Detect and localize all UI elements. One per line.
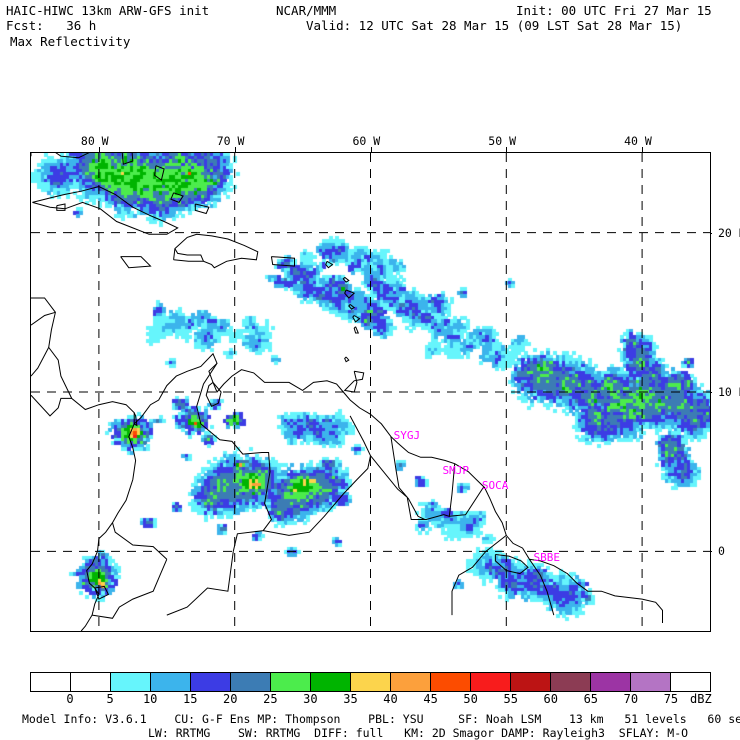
colorbar-tick-label: 20 — [223, 692, 238, 706]
forecast-hour: Fcst: 36 h — [6, 18, 97, 33]
station-labels: SYGJ SMJP SOCA SBBE — [31, 153, 710, 631]
colorbar-cell-7 — [311, 673, 351, 691]
coastline-overlay — [31, 153, 663, 631]
colorbar-cell-4 — [191, 673, 231, 691]
colorbar-tick-label: 15 — [183, 692, 198, 706]
lat-tick-label: 20 N — [718, 225, 740, 240]
station-label-soca: SOCA — [481, 479, 509, 493]
station-label-sbbe: SBBE — [533, 550, 560, 564]
colorbar-cell-16 — [671, 673, 710, 691]
lon-tick-label: 80 W — [80, 134, 109, 148]
colorbar-cell-14 — [591, 673, 631, 691]
lon-tick — [370, 147, 372, 152]
lon-tick — [642, 147, 644, 152]
header: HAIC-HIWC 13km ARW-GFS init NCAR/MMM Ini… — [0, 0, 740, 58]
colorbar-tick-label: 60 — [543, 692, 558, 706]
colorbar-tick-label: 65 — [583, 692, 599, 706]
colorbar-tick-label: 50 — [463, 692, 478, 706]
lon-tick-label: 60 W — [352, 134, 381, 148]
colorbar-tick-label: 45 — [423, 692, 438, 706]
latlon-gridlines — [31, 153, 710, 631]
field-name: Max Reflectivity — [10, 34, 131, 49]
model-title: HAIC-HIWC 13km ARW-GFS init — [6, 3, 210, 18]
lon-tick — [234, 147, 236, 152]
lat-tick-label: 10 N — [718, 385, 740, 399]
colorbar-cell-12 — [511, 673, 551, 691]
valid-time: Valid: 12 UTC Sat 28 Mar 15 (09 LST Sat … — [306, 18, 683, 33]
colorbar-tick-label: 70 — [623, 692, 639, 706]
colorbar-cell-2 — [111, 673, 151, 691]
lat-tick-label: 0 — [718, 544, 725, 559]
lon-tick-label: 50 W — [488, 134, 516, 148]
colorbar-tick-label: 55 — [503, 692, 518, 706]
colorbar-cell-3 — [151, 673, 191, 691]
lon-tick-label: 40 W — [624, 134, 652, 148]
colorbar-tick-label: 30 — [303, 692, 318, 706]
colorbar-cell-5 — [231, 673, 271, 691]
model-info-row2: LW: RRTMG SW: RRTMG DIFF: full KM: 2D Sm… — [148, 726, 689, 740]
colorbar — [30, 672, 711, 692]
lon-tick — [506, 147, 508, 152]
map-plot-area[interactable]: SYGJ SMJP SOCA SBBE — [30, 152, 711, 632]
colorbar-cell-10 — [431, 673, 471, 691]
colorbar-tick-label: 40 — [383, 692, 398, 706]
colorbar-cell-8 — [351, 673, 391, 691]
colorbar-cell-6 — [271, 673, 311, 691]
colorbar-tick-label: 25 — [263, 692, 278, 706]
lon-tick-label: 70 W — [216, 134, 245, 148]
colorbar-tick-label: 10 — [142, 692, 158, 706]
colorbar-cell-0 — [31, 673, 71, 691]
colorbar-cell-1 — [71, 673, 111, 691]
init-time: Init: 00 UTC Fri 27 Mar 15 — [516, 3, 712, 18]
colorbar-tick-label: 5 — [106, 692, 114, 706]
colorbar-cell-9 — [391, 673, 431, 691]
station-label-smjp: SMJP — [442, 463, 469, 477]
model-center: NCAR/MMM — [276, 3, 337, 18]
station-label-sygj: SYGJ — [393, 428, 421, 442]
colorbar-cell-11 — [471, 673, 511, 691]
model-info-row1: Model Info: V3.6.1 CU: G-F Ens MP: Thomp… — [22, 712, 740, 726]
colorbar-tick-label: 75 — [663, 692, 679, 706]
colorbar-cell-13 — [551, 673, 591, 691]
colorbar-tick-label: 35 — [343, 692, 358, 706]
colorbar-tick-label: 0 — [66, 692, 74, 706]
colorbar-unit-label: dBZ — [690, 692, 712, 706]
colorbar-cell-15 — [631, 673, 671, 691]
lon-tick — [98, 147, 100, 152]
